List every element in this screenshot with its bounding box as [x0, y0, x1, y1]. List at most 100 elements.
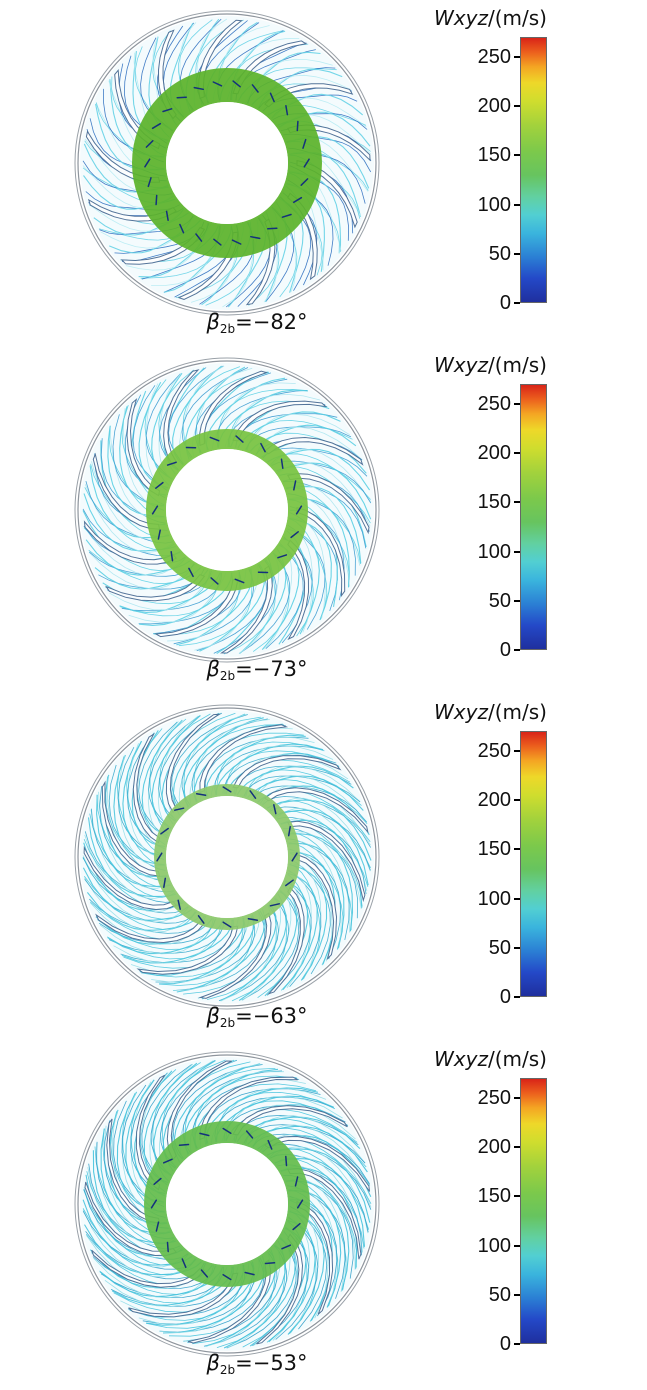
colorbar-tick-mark [514, 452, 520, 454]
colorbar-tick: 100 [478, 889, 520, 909]
colorbar-title: Wxyz/(m/s) [434, 353, 647, 377]
colorbar-gradient [520, 1078, 547, 1344]
beta-subscript: 2b [219, 1363, 236, 1377]
colorbar-tick: 50 [489, 244, 520, 264]
colorbar-tick-mark [514, 1293, 520, 1296]
colorbar-tick-mark [514, 1195, 520, 1198]
colorbar-tick: 200 [478, 443, 520, 463]
impeller-streamline-plot [74, 704, 380, 1010]
colorbar-tick: 100 [478, 542, 520, 562]
colorbar-tick: 200 [478, 96, 520, 116]
colorbar-tick-mark [514, 1146, 520, 1148]
colorbar-tick: 0 [500, 293, 520, 313]
colorbar-tick: 250 [478, 1088, 520, 1108]
figure-panel: β2b=−53° Wxyz/(m/s) 250 200 150 100 50 0 [0, 1041, 647, 1388]
colorbar-tick: 150 [478, 145, 520, 165]
colorbar-tick-mark [514, 848, 520, 851]
colorbar-tick-label: 0 [499, 986, 511, 1008]
colorbar-tick: 50 [489, 938, 520, 958]
plot-area: β2b=−82° [0, 0, 430, 347]
colorbar-scale: 250 200 150 100 50 0 [454, 1078, 520, 1354]
colorbar-tick-label: 150 [477, 491, 511, 514]
colorbar-tick: 0 [500, 1334, 520, 1354]
plot-area: β2b=−53° [0, 1041, 430, 1388]
colorbar-tick-mark [514, 897, 520, 900]
colorbar-tick-label: 50 [488, 1283, 511, 1306]
colorbar-tick-label: 250 [477, 392, 511, 415]
panel-caption: β2b=−63° [0, 1004, 430, 1030]
colorbar-tick-label: 100 [477, 540, 511, 563]
colorbar: 250 200 150 100 50 0 [454, 384, 647, 660]
colorbar-area: Wxyz/(m/s) 250 200 150 100 50 0 [430, 694, 647, 1041]
colorbar-tick-label: 50 [488, 936, 511, 959]
colorbar-tick-label: 0 [499, 292, 511, 314]
colorbar-tick-mark [514, 55, 520, 58]
colorbar-scale: 250 200 150 100 50 0 [454, 384, 520, 660]
colorbar-tick-mark [514, 1096, 520, 1099]
beta-symbol: β [206, 310, 220, 334]
colorbar-tick-label: 200 [477, 789, 511, 811]
colorbar-tick-label: 100 [477, 887, 511, 910]
plot-area: β2b=−73° [0, 347, 430, 694]
beta-symbol: β [206, 1004, 220, 1028]
colorbar-area: Wxyz/(m/s) 250 200 150 100 50 0 [430, 1041, 647, 1388]
colorbar-tick-mark [514, 252, 520, 255]
colorbar-tick-label: 250 [477, 45, 511, 68]
colorbar-tick: 0 [500, 640, 520, 660]
colorbar-tick: 200 [478, 790, 520, 810]
colorbar-tick-label: 100 [477, 1234, 511, 1257]
colorbar-tick-label: 150 [477, 1185, 511, 1208]
colorbar-title: Wxyz/(m/s) [434, 700, 647, 724]
colorbar: 250 200 150 100 50 0 [454, 731, 647, 1007]
colorbar-title-units: /(m/s) [487, 1047, 547, 1071]
colorbar-gradient [520, 731, 547, 997]
colorbar-scale: 250 200 150 100 50 0 [454, 731, 520, 1007]
colorbar-tick-mark [514, 1343, 520, 1345]
figure-panel: β2b=−82° Wxyz/(m/s) 250 200 150 100 50 0 [0, 0, 647, 347]
colorbar: 250 200 150 100 50 0 [454, 1078, 647, 1354]
colorbar-area: Wxyz/(m/s) 250 200 150 100 50 0 [430, 347, 647, 694]
panel-caption: β2b=−73° [0, 657, 430, 683]
panel-caption: β2b=−53° [0, 1351, 430, 1377]
colorbar-tick-label: 200 [477, 442, 511, 464]
colorbar-tick-mark [514, 402, 520, 405]
colorbar-tick-label: 250 [477, 1086, 511, 1109]
colorbar-tick: 100 [478, 195, 520, 215]
beta-symbol: β [206, 657, 220, 681]
beta-subscript: 2b [219, 1016, 236, 1030]
beta-value: =−63° [235, 1004, 308, 1028]
colorbar-tick: 200 [478, 1137, 520, 1157]
impeller-streamline-plot [74, 1051, 380, 1357]
beta-symbol: β [206, 1351, 220, 1375]
colorbar-tick: 250 [478, 47, 520, 67]
beta-subscript: 2b [219, 669, 236, 683]
colorbar-tick-mark [514, 599, 520, 602]
colorbar-tick-label: 50 [488, 242, 511, 265]
colorbar-title-units: /(m/s) [487, 6, 547, 30]
colorbar-scale: 250 200 150 100 50 0 [454, 37, 520, 313]
colorbar-title-units: /(m/s) [487, 700, 547, 724]
colorbar-tick-label: 200 [477, 95, 511, 117]
impeller-streamline-plot [74, 10, 380, 316]
colorbar-tick: 150 [478, 1186, 520, 1206]
colorbar-title: Wxyz/(m/s) [434, 6, 647, 30]
colorbar-tick-mark [514, 302, 520, 304]
beta-subscript: 2b [219, 322, 236, 336]
colorbar-tick: 250 [478, 741, 520, 761]
colorbar-tick-mark [514, 946, 520, 949]
panel-caption: β2b=−82° [0, 310, 430, 336]
colorbar-gradient [520, 37, 547, 303]
beta-value: =−73° [235, 657, 308, 681]
colorbar-tick: 50 [489, 1285, 520, 1305]
colorbar-tick: 150 [478, 492, 520, 512]
colorbar-tick: 50 [489, 591, 520, 611]
colorbar-title-symbol: Wxyz [434, 700, 488, 724]
colorbar-tick-label: 200 [477, 1136, 511, 1158]
colorbar-tick-mark [514, 996, 520, 998]
colorbar-tick-label: 100 [477, 193, 511, 216]
beta-value: =−53° [235, 1351, 308, 1375]
colorbar-title-symbol: Wxyz [434, 1047, 488, 1071]
colorbar-tick-mark [514, 649, 520, 651]
plot-area: β2b=−63° [0, 694, 430, 1041]
